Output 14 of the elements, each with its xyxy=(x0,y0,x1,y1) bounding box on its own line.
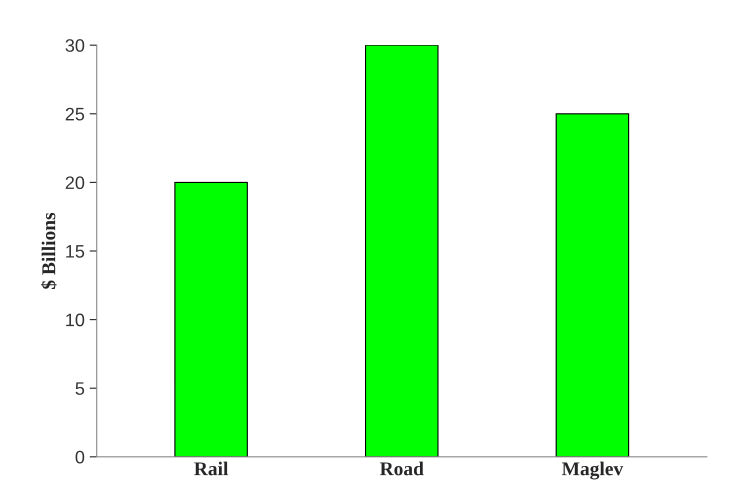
y-tick-label: 0 xyxy=(76,450,84,464)
x-tick-label: Rail xyxy=(194,462,228,476)
y-tick-label: 5 xyxy=(76,382,84,395)
x-tick-label: Maglev xyxy=(562,462,624,480)
y-axis-title: $ Billions xyxy=(41,212,57,289)
y-tick-label: 20 xyxy=(66,176,84,190)
y-tick-label: 15 xyxy=(66,245,84,258)
bar xyxy=(364,45,439,457)
bar xyxy=(174,182,248,457)
y-tick-label: 30 xyxy=(66,39,84,52)
x-tick-label: Road xyxy=(380,462,424,476)
y-tick-label: 10 xyxy=(66,314,84,326)
bar xyxy=(556,113,630,457)
y-tick-label: 25 xyxy=(66,108,84,121)
